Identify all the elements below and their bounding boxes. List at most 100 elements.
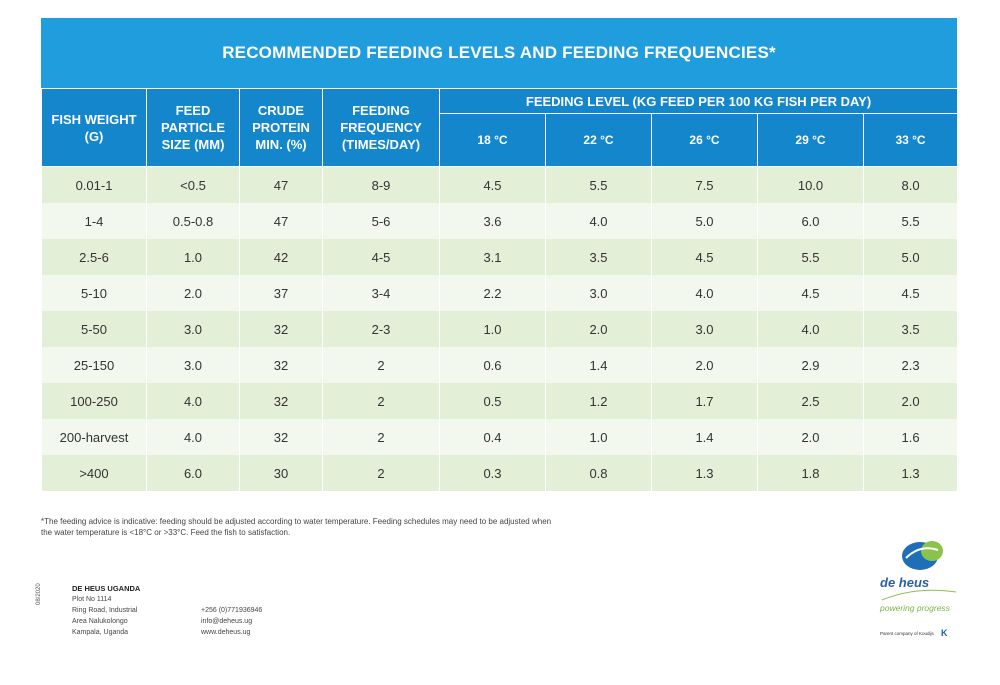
table-cell: 37: [239, 275, 323, 311]
koudijs-badge: K: [941, 628, 948, 638]
header-temp-29: 29 °C: [757, 113, 864, 167]
company-address: DE HEUS UGANDA Plot No 1114 Ring Road, I…: [72, 583, 140, 638]
table-row: 5-50 3.0 32 2-3 1.0 2.0 3.0 4.0 3.5: [41, 311, 959, 347]
table-cell: 4-5: [322, 239, 440, 275]
table-cell: 2.0: [862, 383, 959, 419]
header-feed-particle-size: FEED PARTICLE SIZE (MM): [146, 88, 240, 167]
table-cell: 3.0: [545, 275, 652, 311]
table-cell: 2.5-6: [41, 239, 147, 275]
table-cell: 1.7: [651, 383, 758, 419]
table-cell: 1.0: [146, 239, 240, 275]
table-body: 0.01-1 <0.5 47 8-9 4.5 5.5 7.5 10.0 8.0 1-4 0.5-0.…: [41, 166, 959, 491]
table-cell: 4.5: [651, 239, 758, 275]
table-cell: 5.5: [862, 203, 959, 239]
table-row: 0.01-1 <0.5 47 8-9 4.5 5.5 7.5 10.0 8.0: [41, 166, 959, 203]
table-cell: 4.0: [545, 203, 652, 239]
table-cell: 32: [239, 419, 323, 455]
header-feeding-level-group: FEEDING LEVEL (KG FEED PER 100 KG FISH P…: [438, 88, 959, 114]
table-cell: 1-4: [41, 203, 147, 239]
table-cell: 2: [322, 419, 440, 455]
brand-name: de heus: [880, 575, 930, 590]
table-cell: 3.0: [651, 311, 758, 347]
website-link[interactable]: www.deheus.ug: [201, 629, 251, 636]
feeding-table: FISH WEIGHT (G) FEED PARTICLE SIZE (MM) …: [41, 88, 959, 491]
table-cell: 4.0: [757, 311, 864, 347]
table-cell: 4.5: [439, 166, 546, 203]
table-cell: 47: [239, 166, 323, 203]
address-line: Kampala, Uganda: [72, 629, 129, 636]
table-cell: 1.4: [545, 347, 652, 383]
table-cell: 2: [322, 455, 440, 491]
table-cell: 32: [239, 347, 323, 383]
table-cell: 2.0: [651, 347, 758, 383]
header-fish-weight: FISH WEIGHT (G): [41, 88, 147, 167]
address-line: Area Nalukolongo: [72, 618, 128, 625]
table-title: RECOMMENDED FEEDING LEVELS AND FEEDING F…: [41, 18, 957, 88]
table-cell: 1.4: [651, 419, 758, 455]
table-cell: 4.5: [757, 275, 864, 311]
email-link[interactable]: info@deheus.ug: [201, 618, 253, 625]
table-cell: 100-250: [41, 383, 147, 419]
table-row: 1-4 0.5-0.8 47 5-6 3.6 4.0 5.0 6.0 5.5: [41, 203, 959, 239]
table-cell: 47: [239, 203, 323, 239]
table-cell: 1.6: [862, 419, 959, 455]
table-cell: 7.5: [651, 166, 758, 203]
table-cell: 42: [239, 239, 323, 275]
table-cell: <0.5: [146, 166, 240, 203]
header-temp-18: 18 °C: [439, 113, 546, 167]
phone-number: +256 (0)771936946: [201, 607, 263, 614]
table-cell: 3.0: [146, 347, 240, 383]
table-cell: 3-4: [322, 275, 440, 311]
table-cell: 1.3: [651, 455, 758, 491]
table-cell: 2.2: [439, 275, 546, 311]
table-row: 100-250 4.0 32 2 0.5 1.2 1.7 2.5 2.0: [41, 383, 959, 419]
de-heus-logo-icon: [881, 541, 957, 601]
table-cell: 5.5: [757, 239, 864, 275]
table-cell: >400: [41, 455, 147, 491]
header-feeding-frequency: FEEDING FREQUENCY (TIMES/DAY): [322, 88, 440, 167]
company-contact: +256 (0)771936946 info@deheus.ug www.deh…: [201, 605, 262, 638]
table-cell: 30: [239, 455, 323, 491]
table-row: 5-10 2.0 37 3-4 2.2 3.0 4.0 4.5 4.5: [41, 275, 959, 311]
table-cell: 5.5: [545, 166, 652, 203]
table-cell: 3.1: [439, 239, 546, 275]
table-cell: 2.0: [757, 419, 864, 455]
table-cell: 8-9: [322, 166, 440, 203]
table-cell: 4.0: [146, 383, 240, 419]
parent-company-note: Parent company of Koudijs: [880, 631, 934, 636]
table-cell: 2.9: [757, 347, 864, 383]
table-cell: 6.0: [146, 455, 240, 491]
table-cell: 2-3: [322, 311, 440, 347]
table-cell: 2: [322, 383, 440, 419]
table-cell: 4.5: [862, 275, 959, 311]
table-cell: 5-10: [41, 275, 147, 311]
table-cell: 1.3: [862, 455, 959, 491]
table-row: >400 6.0 30 2 0.3 0.8 1.3 1.8 1.3: [41, 455, 959, 491]
header-temp-26: 26 °C: [651, 113, 758, 167]
table-row: 200-harvest 4.0 32 2 0.4 1.0 1.4 2.0 1.6: [41, 419, 959, 455]
table-cell: 0.8: [545, 455, 652, 491]
table-cell: 0.5-0.8: [146, 203, 240, 239]
table-cell: 0.6: [439, 347, 546, 383]
table-cell: 3.5: [545, 239, 652, 275]
table-cell: 5-6: [322, 203, 440, 239]
table-cell: 5.0: [862, 239, 959, 275]
table-cell: 0.5: [439, 383, 546, 419]
table-cell: 6.0: [757, 203, 864, 239]
footnote: *The feeding advice is indicative: feedi…: [41, 517, 552, 537]
address-line: Plot No 1114: [72, 596, 112, 603]
header-temp-33: 33 °C: [862, 113, 959, 167]
table-cell: 3.6: [439, 203, 546, 239]
table-cell: 1.0: [545, 419, 652, 455]
table-cell: 8.0: [862, 166, 959, 203]
table-cell: 2.0: [146, 275, 240, 311]
document-code: 08/2020: [36, 583, 42, 605]
table-row: 25-150 3.0 32 2 0.6 1.4 2.0 2.9 2.3: [41, 347, 959, 383]
table-cell: 32: [239, 383, 323, 419]
table-cell: 1.2: [545, 383, 652, 419]
table-cell: 2.5: [757, 383, 864, 419]
table-row: 2.5-6 1.0 42 4-5 3.1 3.5 4.5 5.5 5.0: [41, 239, 959, 275]
table-cell: 2.3: [862, 347, 959, 383]
table-cell: 3.0: [146, 311, 240, 347]
brand-tagline: powering progress: [880, 603, 950, 613]
